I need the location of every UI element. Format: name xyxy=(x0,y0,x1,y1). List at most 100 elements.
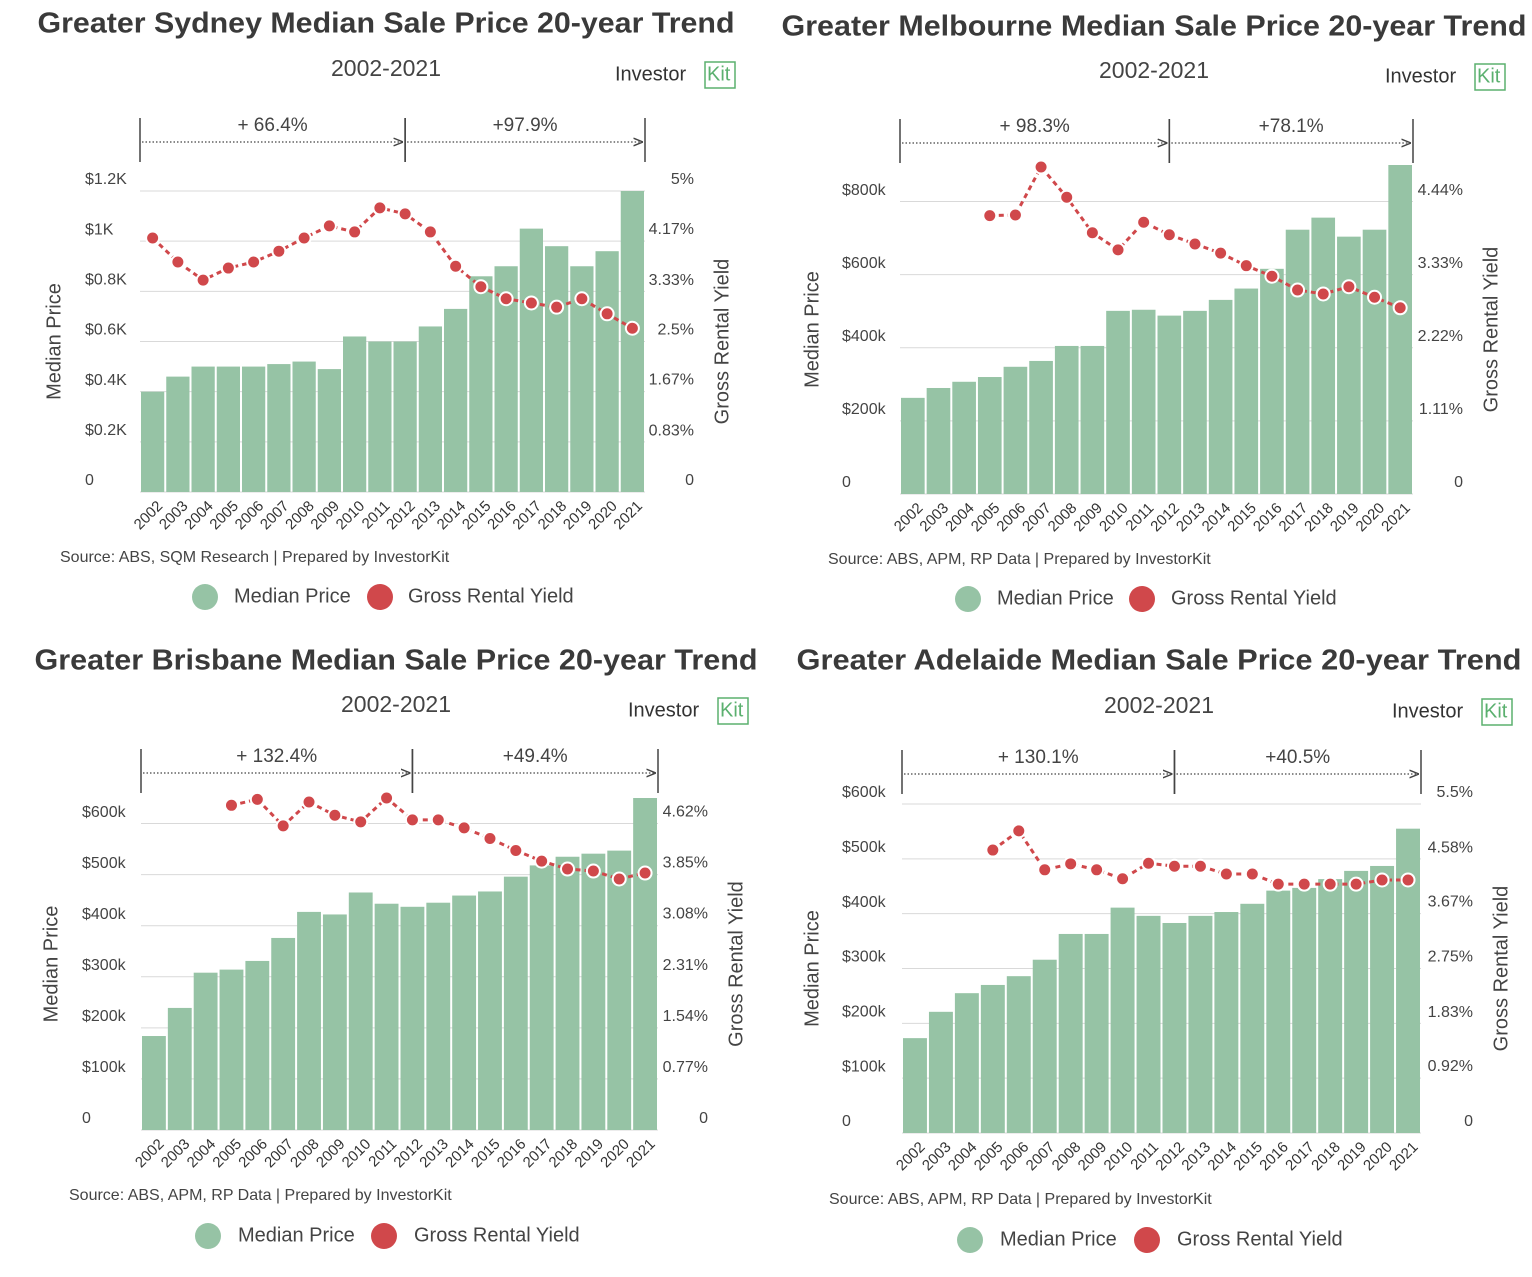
y2-tick-label: 1.67% xyxy=(649,372,694,389)
legend-marker xyxy=(1134,1227,1160,1253)
line-point xyxy=(1166,858,1182,874)
bar xyxy=(1362,229,1387,494)
line-point xyxy=(296,230,312,246)
x-tick-label: 2018 xyxy=(1308,1139,1344,1175)
logo-bracket xyxy=(704,61,736,89)
bar xyxy=(1136,915,1161,1133)
line-point xyxy=(549,299,565,315)
bar xyxy=(952,381,976,494)
line-point xyxy=(611,871,627,887)
annotation-label: + 130.1% xyxy=(998,747,1079,768)
bar xyxy=(555,856,580,1130)
line-point xyxy=(1033,159,1049,175)
line-point xyxy=(347,224,363,240)
legend-label: Median Price xyxy=(1000,1228,1117,1250)
bar xyxy=(1084,933,1109,1133)
y-tick-label: $0.4K xyxy=(85,372,127,389)
bar xyxy=(1080,345,1105,494)
bar xyxy=(1032,959,1057,1133)
bar xyxy=(903,1038,927,1133)
chart-subtitle: 2002-2021 xyxy=(331,55,441,81)
x-tick-label: 2021 xyxy=(1386,1139,1422,1175)
chart-subtitle: 2002-2021 xyxy=(1104,692,1214,718)
y-tick-label: $1K xyxy=(85,221,114,238)
line-point xyxy=(1392,300,1408,316)
x-tick-label: 2014 xyxy=(1204,1139,1240,1175)
x-tick-label: 2007 xyxy=(1023,1139,1059,1175)
bar xyxy=(166,376,190,492)
logo-bracket xyxy=(717,697,749,725)
bar xyxy=(1029,360,1053,494)
legend-label: Gross Rental Yield xyxy=(1171,587,1337,609)
bar xyxy=(292,361,316,492)
legend-marker xyxy=(367,584,393,610)
line-point xyxy=(195,272,211,288)
bar xyxy=(1006,976,1031,1133)
y-tick-label: 0 xyxy=(842,474,851,491)
y2-tick-label: 0.77% xyxy=(663,1059,708,1076)
bar xyxy=(1188,915,1213,1133)
line xyxy=(231,795,646,881)
y-tick-label: $100k xyxy=(842,1058,887,1075)
bar xyxy=(1106,310,1130,494)
legend-marker xyxy=(192,584,218,610)
y-tick-label: $400k xyxy=(842,328,887,345)
line-point xyxy=(404,812,420,828)
line-point xyxy=(1011,823,1027,839)
line-point xyxy=(473,279,489,295)
line-point xyxy=(379,790,395,806)
annotation-label: +40.5% xyxy=(1265,747,1330,768)
y-tick-label: $800k xyxy=(842,182,887,199)
y2-tick-label: 4.62% xyxy=(663,803,708,820)
bar xyxy=(519,228,543,492)
line-point xyxy=(1290,282,1306,298)
y2-tick-label: 0 xyxy=(1464,1113,1473,1130)
line-point xyxy=(1161,227,1177,243)
line-point xyxy=(327,807,343,823)
y-tick-label: $100k xyxy=(82,1059,127,1076)
line-point xyxy=(321,218,337,234)
bar xyxy=(901,397,925,494)
bar xyxy=(1337,236,1361,494)
y2-tick-label: 3.33% xyxy=(649,272,694,289)
logo-mark: Kit xyxy=(1477,65,1501,87)
line-point xyxy=(534,853,550,869)
bar xyxy=(633,798,657,1130)
legend-marker xyxy=(195,1223,221,1249)
line-point xyxy=(498,291,514,307)
chart-panel: Greater Melbourne Median Sale Price 20-y… xyxy=(782,11,1527,612)
bar xyxy=(193,972,218,1130)
bar xyxy=(926,387,951,494)
line-point xyxy=(246,254,262,270)
y-tick-label: $200k xyxy=(82,1008,127,1025)
y2-tick-label: 4.44% xyxy=(1418,182,1463,199)
logo-word: Investor xyxy=(628,699,699,721)
logo-word: Investor xyxy=(615,63,686,85)
y-tick-label: $500k xyxy=(82,855,127,872)
line-point xyxy=(145,230,161,246)
bar xyxy=(1311,217,1336,494)
y-tick-label: $1.2K xyxy=(85,171,127,188)
x-tick-label: 2006 xyxy=(997,1139,1033,1175)
y2-tick-label: 2.75% xyxy=(1428,949,1473,966)
chart-panel: Greater Sydney Median Sale Price 20-year… xyxy=(38,8,736,610)
line-point xyxy=(560,861,576,877)
y2-tick-label: 4.58% xyxy=(1428,839,1473,856)
line-point xyxy=(982,208,998,224)
legend-marker xyxy=(955,586,981,612)
y2-tick-label: 0 xyxy=(685,472,694,489)
line-point xyxy=(1089,862,1105,878)
y-tick-label: $200k xyxy=(842,1004,887,1021)
line xyxy=(989,164,1401,310)
y-tick-label: $600k xyxy=(82,804,127,821)
legend-label: Median Price xyxy=(238,1224,355,1246)
bar xyxy=(444,308,468,492)
bar xyxy=(1240,903,1265,1133)
logo-bracket xyxy=(1481,698,1513,726)
y-tick-label: 0 xyxy=(842,1113,851,1130)
y-axis-title: Median Price xyxy=(43,283,65,400)
bar xyxy=(1208,299,1233,494)
y-tick-label: $400k xyxy=(842,894,887,911)
bar xyxy=(167,1007,192,1130)
y2-axis-title: Gross Rental Yield xyxy=(1490,886,1512,1052)
